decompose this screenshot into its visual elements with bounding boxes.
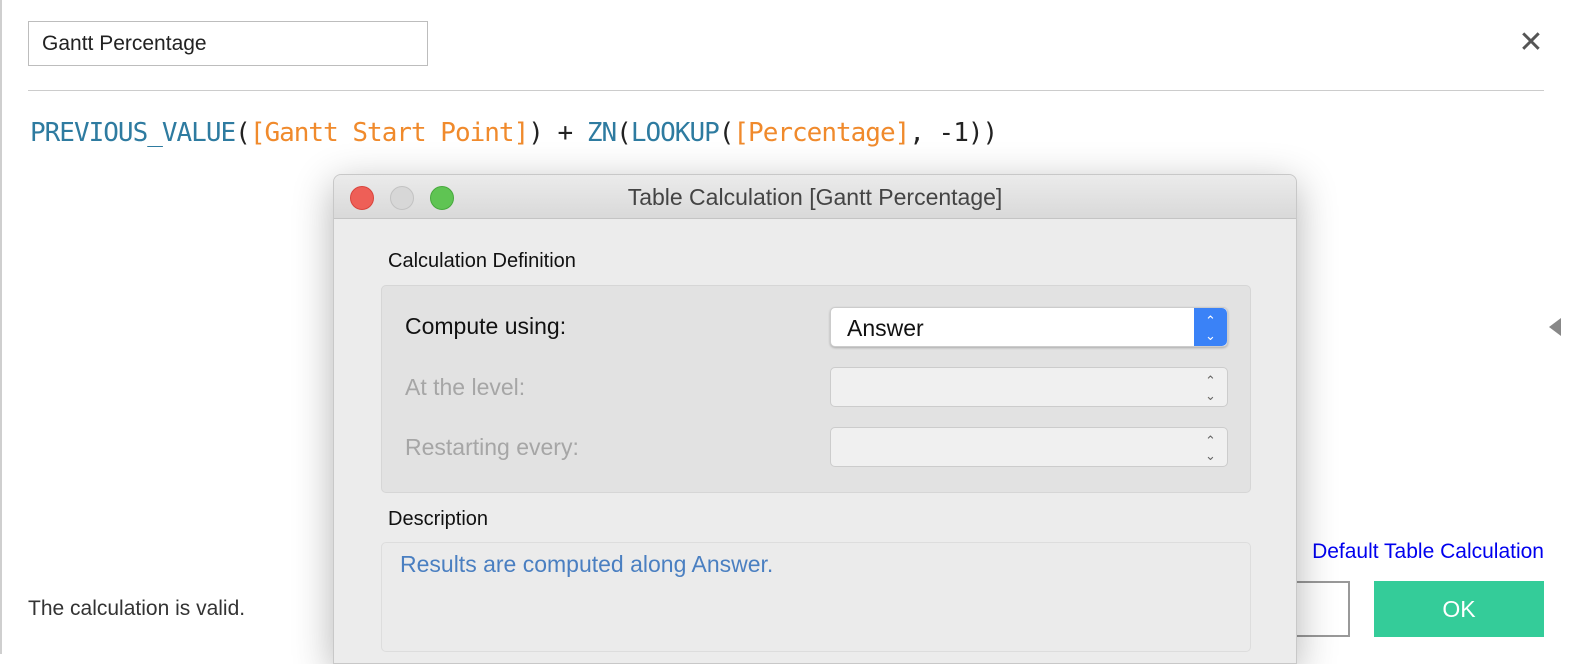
description-heading: Description bbox=[388, 508, 489, 530]
ok-button[interactable]: OK bbox=[1374, 581, 1544, 637]
stepper-arrows-icon: ⌃ ⌄ bbox=[1205, 433, 1216, 463]
formula-function: ZN bbox=[586, 118, 617, 148]
compute-using-value: Answer bbox=[847, 315, 924, 341]
table-calculation-dialog: Table Calculation [Gantt Percentage] Cal… bbox=[333, 174, 1297, 664]
description-text: Results are computed along Answer. bbox=[381, 542, 1251, 652]
restarting-every-label: Restarting every: bbox=[405, 434, 579, 460]
dialog-title: Table Calculation [Gantt Percentage] bbox=[627, 184, 1003, 210]
stepper-arrows-icon: ⌃ ⌄ bbox=[1205, 373, 1216, 403]
dialog-titlebar: Table Calculation [Gantt Percentage] bbox=[334, 175, 1296, 219]
formula-punct: ( bbox=[616, 118, 632, 148]
formula-field: [Gantt Start Point] bbox=[249, 118, 529, 148]
compute-using-label: Compute using: bbox=[405, 313, 567, 339]
formula-punct: ( bbox=[718, 118, 735, 148]
stepper-arrows-icon: ⌃ ⌄ bbox=[1194, 308, 1227, 346]
divider bbox=[28, 90, 1544, 91]
formula-editor[interactable]: PREVIOUS_VALUE([Gantt Start Point]) + ZN… bbox=[30, 118, 998, 148]
at-level-select[interactable]: ⌃ ⌄ bbox=[830, 367, 1228, 407]
formula-punct: , -1)) bbox=[909, 118, 998, 148]
restarting-every-select[interactable]: ⌃ ⌄ bbox=[830, 427, 1228, 467]
compute-using-select[interactable]: Answer ⌃ ⌄ bbox=[830, 307, 1228, 347]
minimize-window-button[interactable] bbox=[390, 186, 414, 210]
default-table-calculation-link[interactable]: Default Table Calculation bbox=[1312, 540, 1544, 563]
collapse-arrow-icon[interactable] bbox=[1549, 318, 1561, 336]
formula-function: LOOKUP bbox=[630, 118, 720, 148]
calculation-name-input[interactable]: Gantt Percentage bbox=[28, 21, 428, 66]
formula-punct: ( bbox=[235, 118, 251, 148]
zoom-window-button[interactable] bbox=[430, 186, 454, 210]
validity-status: The calculation is valid. bbox=[28, 597, 246, 620]
formula-punct: ) + bbox=[528, 118, 587, 148]
close-window-button[interactable] bbox=[350, 186, 374, 210]
close-icon[interactable]: ✕ bbox=[1518, 26, 1544, 59]
section-heading: Calculation Definition bbox=[388, 250, 576, 272]
formula-function: PREVIOUS_VALUE bbox=[30, 118, 236, 148]
formula-field: [Percentage] bbox=[733, 118, 910, 148]
at-level-label: At the level: bbox=[405, 374, 526, 400]
calculation-definition-panel: Compute using: Answer ⌃ ⌄ At the level: ⌃… bbox=[381, 285, 1251, 493]
